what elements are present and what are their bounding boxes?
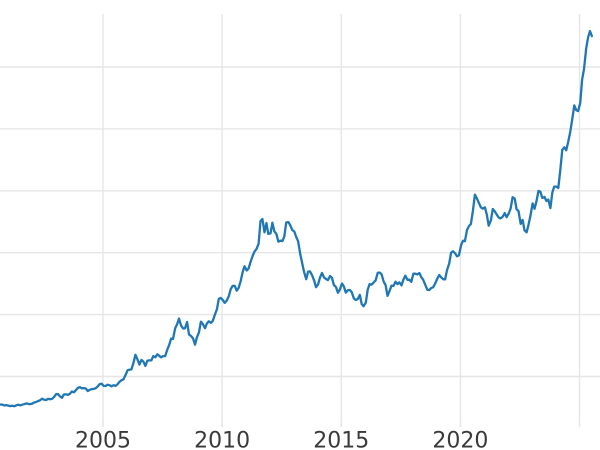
x-axis-ticks [102, 418, 581, 427]
vertical-gridlines [102, 14, 581, 418]
x-axis-tick-labels: 2005 2010 2015 2020 [75, 429, 488, 450]
horizontal-gridlines [0, 66, 600, 378]
price-line-series [0, 29, 594, 408]
x-axis-tick-label: 2015 [313, 429, 369, 450]
x-axis-tick-label: 2005 [75, 429, 131, 450]
x-axis-tick-label: 2020 [432, 429, 488, 450]
x-axis-tick-label: 2010 [194, 429, 250, 450]
